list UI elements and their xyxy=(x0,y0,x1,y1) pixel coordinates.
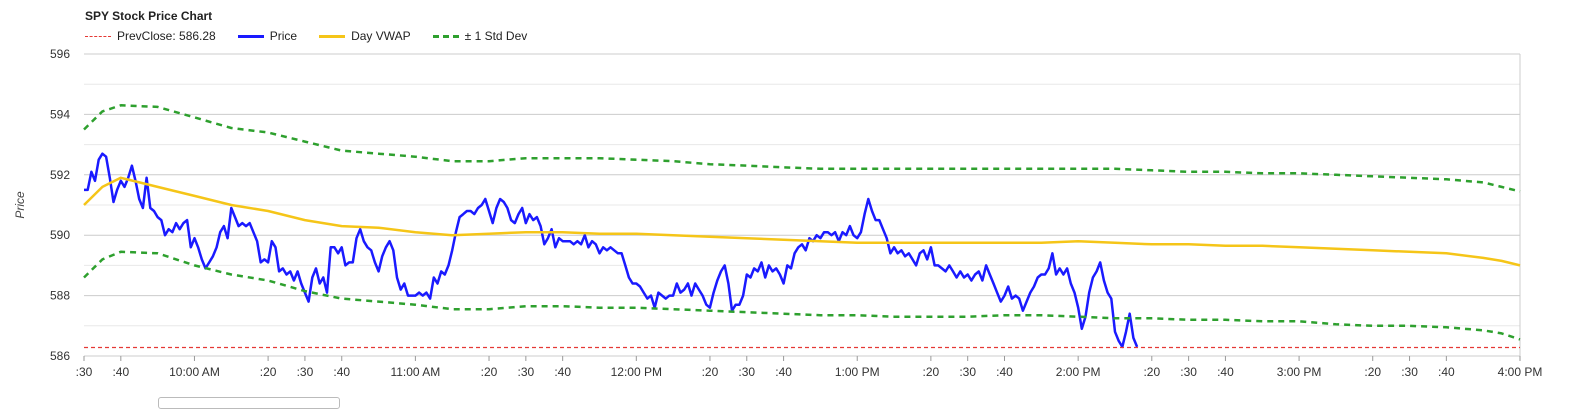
x-tick-label: :20 xyxy=(260,365,277,379)
y-tick-label: 592 xyxy=(50,168,70,182)
y-tick-label: 594 xyxy=(50,107,70,121)
x-tick-label: :30 xyxy=(738,365,755,379)
legend-item-vwap[interactable]: Day VWAP xyxy=(319,29,411,43)
series-stddev-lower xyxy=(83,250,1521,341)
chart-title: SPY Stock Price Chart xyxy=(85,9,213,23)
x-tick-label: 11:00 AM xyxy=(390,365,440,379)
x-tick-label: :30 xyxy=(1180,365,1197,379)
x-tick-label: :30 xyxy=(518,365,535,379)
legend-swatch-price xyxy=(237,34,264,38)
x-tick-label: :30 xyxy=(76,365,93,379)
grid xyxy=(84,53,1521,357)
x-tick-label: :20 xyxy=(923,365,940,379)
series-stddev-upper xyxy=(83,104,1521,193)
x-tick-label: :30 xyxy=(1401,365,1418,379)
legend-label-stddev: ± 1 Std Dev xyxy=(464,29,528,43)
legend-swatch-vwap xyxy=(319,34,346,38)
legend-label-price: Price xyxy=(269,29,298,43)
legend-label-vwap: Day VWAP xyxy=(351,29,411,43)
x-tick-label: :40 xyxy=(775,365,792,379)
y-axis-label: Price xyxy=(13,191,27,219)
x-tick-label: 2:00 PM xyxy=(1056,365,1101,379)
x-tick-label: :40 xyxy=(1217,365,1234,379)
y-tick-label: 586 xyxy=(50,349,70,363)
x-tick-label: :40 xyxy=(554,365,571,379)
x-tick-label: :30 xyxy=(959,365,976,379)
legend-swatch-stddev xyxy=(432,34,459,38)
legend-item-price[interactable]: Price xyxy=(237,29,298,43)
y-tick-label: 596 xyxy=(50,47,70,61)
x-tick-label: 1:00 PM xyxy=(835,365,880,379)
y-axis: 586 588 590 592 594 596 xyxy=(50,47,70,363)
x-tick-label: 3:00 PM xyxy=(1277,365,1322,379)
x-tick-label: :20 xyxy=(1143,365,1160,379)
y-tick-label: 590 xyxy=(50,228,70,242)
range-selector[interactable] xyxy=(158,397,340,409)
x-tick-label: :40 xyxy=(996,365,1013,379)
x-tick-label: 10:00 AM xyxy=(169,365,220,379)
legend-swatch-prevclose xyxy=(85,35,111,37)
x-tick-label: :40 xyxy=(112,365,129,379)
x-tick-label: :40 xyxy=(333,365,350,379)
x-tick-label: 12:00 PM xyxy=(611,365,662,379)
series-price xyxy=(84,152,1139,349)
x-tick-label: :20 xyxy=(481,365,498,379)
legend-item-prevclose[interactable]: PrevClose: 586.28 xyxy=(85,29,216,43)
y-tick-label: 588 xyxy=(50,289,70,303)
x-tick-label: 4:00 PM xyxy=(1498,365,1543,379)
series-vwap xyxy=(83,176,1521,267)
x-tick-label: :20 xyxy=(1364,365,1381,379)
legend-item-stddev[interactable]: ± 1 Std Dev xyxy=(432,29,528,43)
x-tick-label: :40 xyxy=(1438,365,1455,379)
series-group xyxy=(83,104,1521,349)
x-tick-label: :30 xyxy=(297,365,314,379)
x-tick-label: :20 xyxy=(702,365,719,379)
legend-label-prevclose: PrevClose: 586.28 xyxy=(117,29,216,43)
legend: PrevClose: 586.28 Price Day VWAP ± 1 Std… xyxy=(85,29,527,43)
x-axis: :30 :40 10:00 AM :20 :30 :40 11:00 AM :20 :30 :40… xyxy=(76,356,1543,379)
